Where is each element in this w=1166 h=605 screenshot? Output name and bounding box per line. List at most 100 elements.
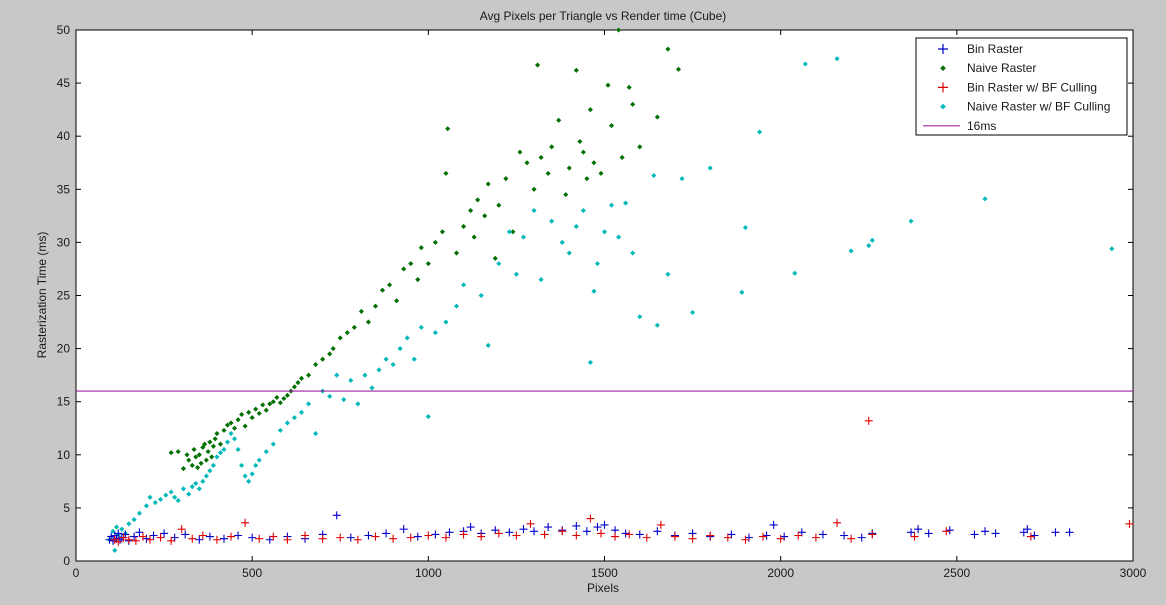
data-point <box>267 401 273 407</box>
data-point <box>379 287 386 293</box>
data-point <box>387 282 393 288</box>
data-point <box>209 454 215 460</box>
data-point <box>277 427 283 433</box>
data-point <box>131 536 140 545</box>
data-point <box>656 520 665 529</box>
x-axis-label: Pixels <box>587 581 619 595</box>
data-point <box>982 196 988 202</box>
data-point <box>114 529 123 538</box>
data-point <box>193 454 199 460</box>
data-point <box>270 399 276 405</box>
data-point <box>512 531 521 540</box>
data-point <box>207 439 213 445</box>
data-point <box>334 372 340 378</box>
data-point <box>496 202 502 208</box>
data-point <box>327 351 333 357</box>
data-point <box>228 431 234 437</box>
data-point <box>924 529 933 538</box>
data-point <box>291 415 297 421</box>
data-point <box>305 401 312 407</box>
data-point <box>531 207 537 214</box>
data-point <box>1030 531 1039 540</box>
x-tick-label: 3000 <box>1120 566 1147 580</box>
data-point <box>907 528 916 537</box>
data-point <box>741 535 750 544</box>
data-point <box>114 537 123 546</box>
data-point <box>248 533 257 542</box>
data-point <box>188 534 197 543</box>
data-point <box>337 335 343 341</box>
data-point <box>330 346 336 352</box>
y-tick-label: 20 <box>57 342 71 356</box>
legend-label: Naive Raster w/ BF Culling <box>967 100 1110 114</box>
y-tick-label: 45 <box>57 76 71 90</box>
data-point <box>196 452 202 458</box>
data-point <box>227 532 236 541</box>
data-point <box>228 420 234 426</box>
data-point <box>249 415 255 421</box>
data-point <box>168 489 174 495</box>
data-point <box>189 462 195 468</box>
data-point <box>443 170 449 176</box>
x-tick-label: 1000 <box>415 566 442 580</box>
data-point <box>833 518 842 527</box>
data-point <box>477 532 486 541</box>
data-point <box>191 446 197 453</box>
data-point <box>284 420 290 426</box>
data-point <box>200 478 206 484</box>
data-point <box>269 532 278 541</box>
data-point <box>224 422 231 428</box>
data-point <box>654 322 660 328</box>
data-point <box>235 417 241 423</box>
data-point <box>145 535 154 544</box>
data-point <box>135 528 144 537</box>
data-point <box>459 530 468 539</box>
data-point <box>406 533 415 542</box>
data-point <box>408 261 414 267</box>
data-point <box>519 525 528 534</box>
data-point <box>177 525 186 534</box>
data-point <box>586 514 595 523</box>
data-point <box>175 497 181 504</box>
data-point <box>981 527 990 536</box>
data-point <box>203 457 209 463</box>
data-point <box>1109 246 1115 252</box>
data-point <box>246 409 252 415</box>
data-point <box>544 523 553 532</box>
data-point <box>175 449 181 455</box>
data-point <box>181 530 190 539</box>
data-point <box>1125 519 1134 528</box>
y-tick-label: 25 <box>57 289 71 303</box>
data-point <box>818 530 827 539</box>
data-point <box>482 213 488 219</box>
data-point <box>706 531 715 540</box>
legend-label: Bin Raster w/ BF Culling <box>967 80 1097 94</box>
data-point <box>572 531 581 540</box>
data-point <box>688 534 697 543</box>
x-tick-label: 500 <box>242 566 262 580</box>
data-point <box>621 529 630 538</box>
data-point <box>124 535 133 544</box>
data-point <box>389 534 398 543</box>
data-point <box>399 525 408 534</box>
data-point <box>670 532 679 541</box>
legend: Bin Raster Naive Raster Bin Raster w/ BF C… <box>915 37 1128 136</box>
data-point <box>195 464 201 471</box>
data-point <box>415 277 421 283</box>
data-point <box>390 361 396 368</box>
data-point <box>167 536 176 545</box>
y-tick-label: 50 <box>57 23 71 37</box>
data-point <box>274 394 280 400</box>
data-point <box>210 462 216 468</box>
data-point <box>453 250 460 256</box>
data-point <box>298 375 305 381</box>
data-point <box>263 449 269 455</box>
data-point <box>210 443 216 449</box>
data-point <box>840 531 849 540</box>
data-point <box>327 393 333 399</box>
data-point <box>214 454 220 460</box>
data-point <box>598 170 604 176</box>
data-point <box>425 261 431 267</box>
data-point <box>545 170 551 176</box>
legend-label: Bin Raster <box>967 42 1023 56</box>
